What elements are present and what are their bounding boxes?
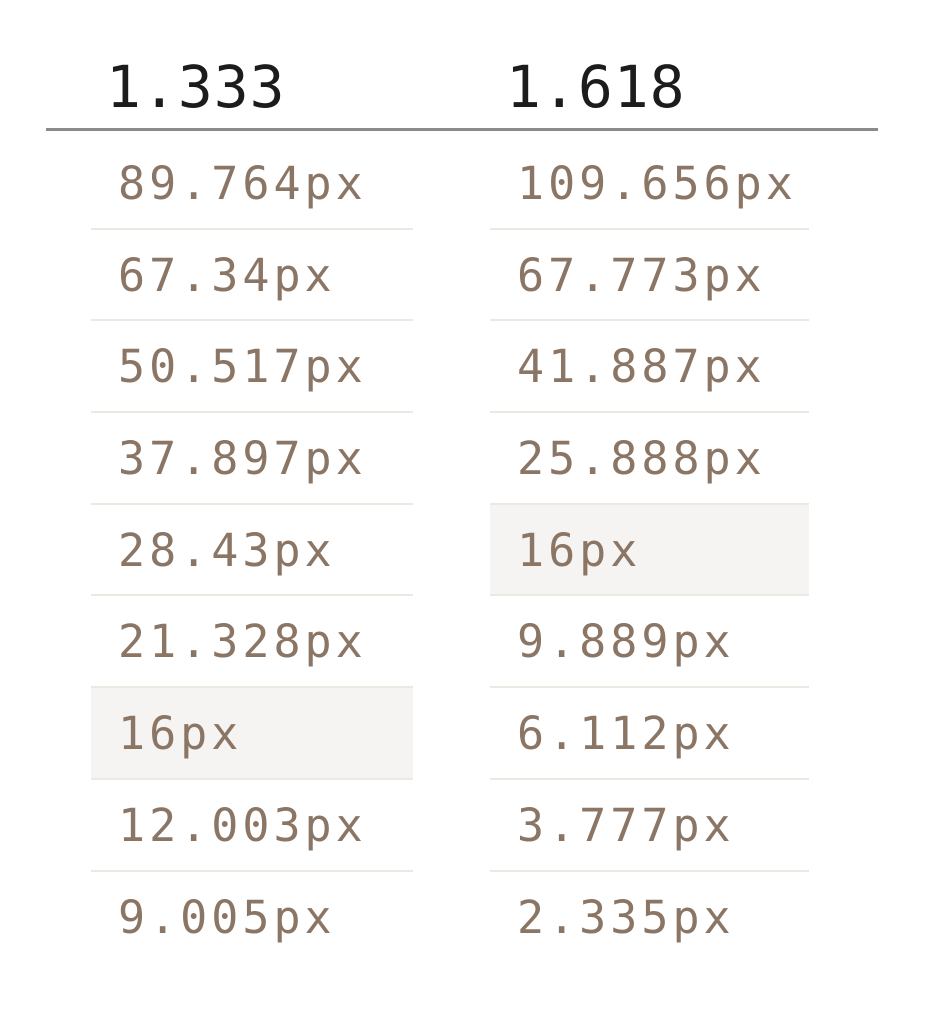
scale-value-cell: 6.112px — [490, 688, 809, 780]
scale-value-cell: 41.887px — [490, 321, 809, 414]
header-divider — [46, 128, 878, 131]
scale-value-cell: 50.517px — [91, 321, 413, 414]
column-header-ratio: 1.333 — [106, 53, 286, 121]
base-size-cell: 16px — [490, 504, 809, 597]
scale-column-1333: 89.764px 67.34px 50.517px 37.897px 28.43… — [91, 138, 413, 963]
scale-value-cell: 2.335px — [517, 890, 735, 944]
scale-value-cell: 28.43px — [91, 505, 413, 597]
scale-value-cell: 3.777px — [490, 780, 809, 872]
base-size-cell: 16px — [91, 688, 413, 780]
column-header-ratio: 1.618 — [506, 53, 686, 121]
scale-value-cell: 21.328px — [91, 596, 413, 689]
scale-value-cell: 109.656px — [490, 138, 809, 230]
scale-column-1618: 109.656px 67.773px 41.887px 25.888px 16p… — [490, 138, 809, 963]
scale-value-cell: 9.005px — [118, 890, 336, 944]
scale-value-cell: 12.003px — [91, 780, 413, 872]
scale-value-cell: 25.888px — [490, 413, 809, 505]
scale-value-cell: 67.34px — [91, 230, 413, 322]
scale-value-cell: 9.889px — [490, 596, 809, 689]
scale-value-cell: 89.764px — [91, 138, 413, 230]
scale-value-cell: 67.773px — [490, 230, 809, 322]
scale-value-cell: 37.897px — [91, 413, 413, 505]
